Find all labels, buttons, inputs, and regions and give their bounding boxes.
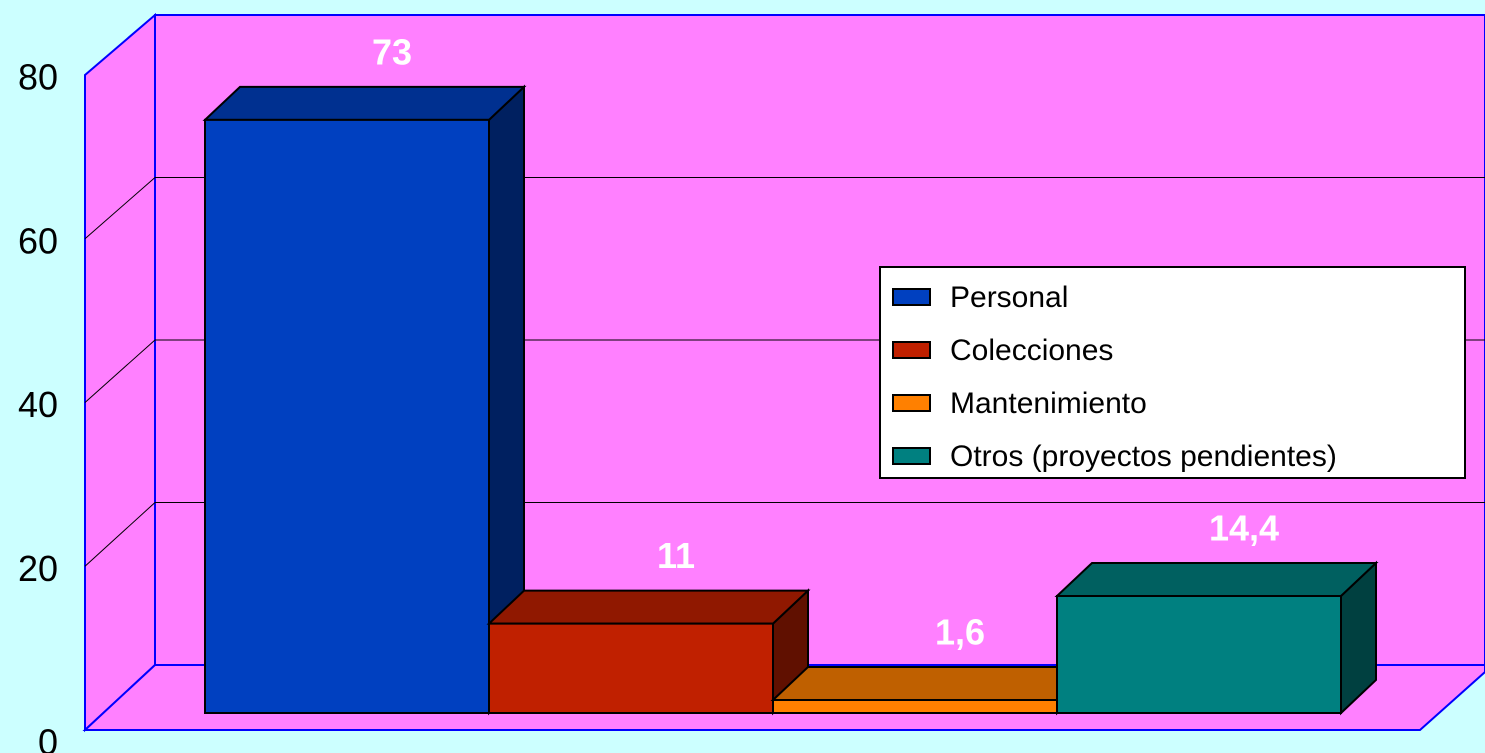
legend-swatch — [892, 394, 931, 412]
bar-top — [486, 589, 811, 625]
bar-front — [772, 699, 1058, 714]
y-tick-label: 0 — [38, 722, 58, 753]
legend-label: Mantenimiento — [950, 387, 1147, 420]
y-tick-label: 20 — [18, 548, 58, 589]
bar-front — [1056, 595, 1342, 714]
grid-line — [84, 502, 156, 567]
legend-swatch — [892, 447, 931, 465]
legend-swatch — [892, 288, 931, 306]
grid-line — [84, 339, 156, 403]
grid-line — [84, 177, 156, 240]
value-label: 14,4 — [1209, 508, 1279, 549]
y-tick-label: 40 — [18, 384, 58, 425]
value-label: 1,6 — [935, 612, 985, 653]
bar — [1054, 560, 1379, 716]
bar-top — [770, 666, 1095, 701]
value-label: 73 — [372, 31, 412, 72]
y-tick-label: 60 — [18, 220, 58, 261]
side-wall — [84, 12, 156, 733]
bar-top — [202, 85, 527, 121]
y-tick-label: 80 — [18, 57, 58, 98]
legend-label: Personal — [950, 281, 1068, 314]
legend-label: Otros (proyectos pendientes) — [950, 440, 1337, 473]
bar — [770, 664, 1095, 716]
bar-front — [488, 622, 774, 714]
legend-box — [879, 266, 1466, 479]
value-label: 11 — [657, 535, 695, 576]
bar-top — [1054, 562, 1379, 597]
legend-swatch — [892, 341, 931, 359]
legend-label: Colecciones — [950, 334, 1113, 367]
bar — [202, 84, 527, 716]
bar — [486, 588, 811, 716]
bar-front — [204, 118, 490, 714]
